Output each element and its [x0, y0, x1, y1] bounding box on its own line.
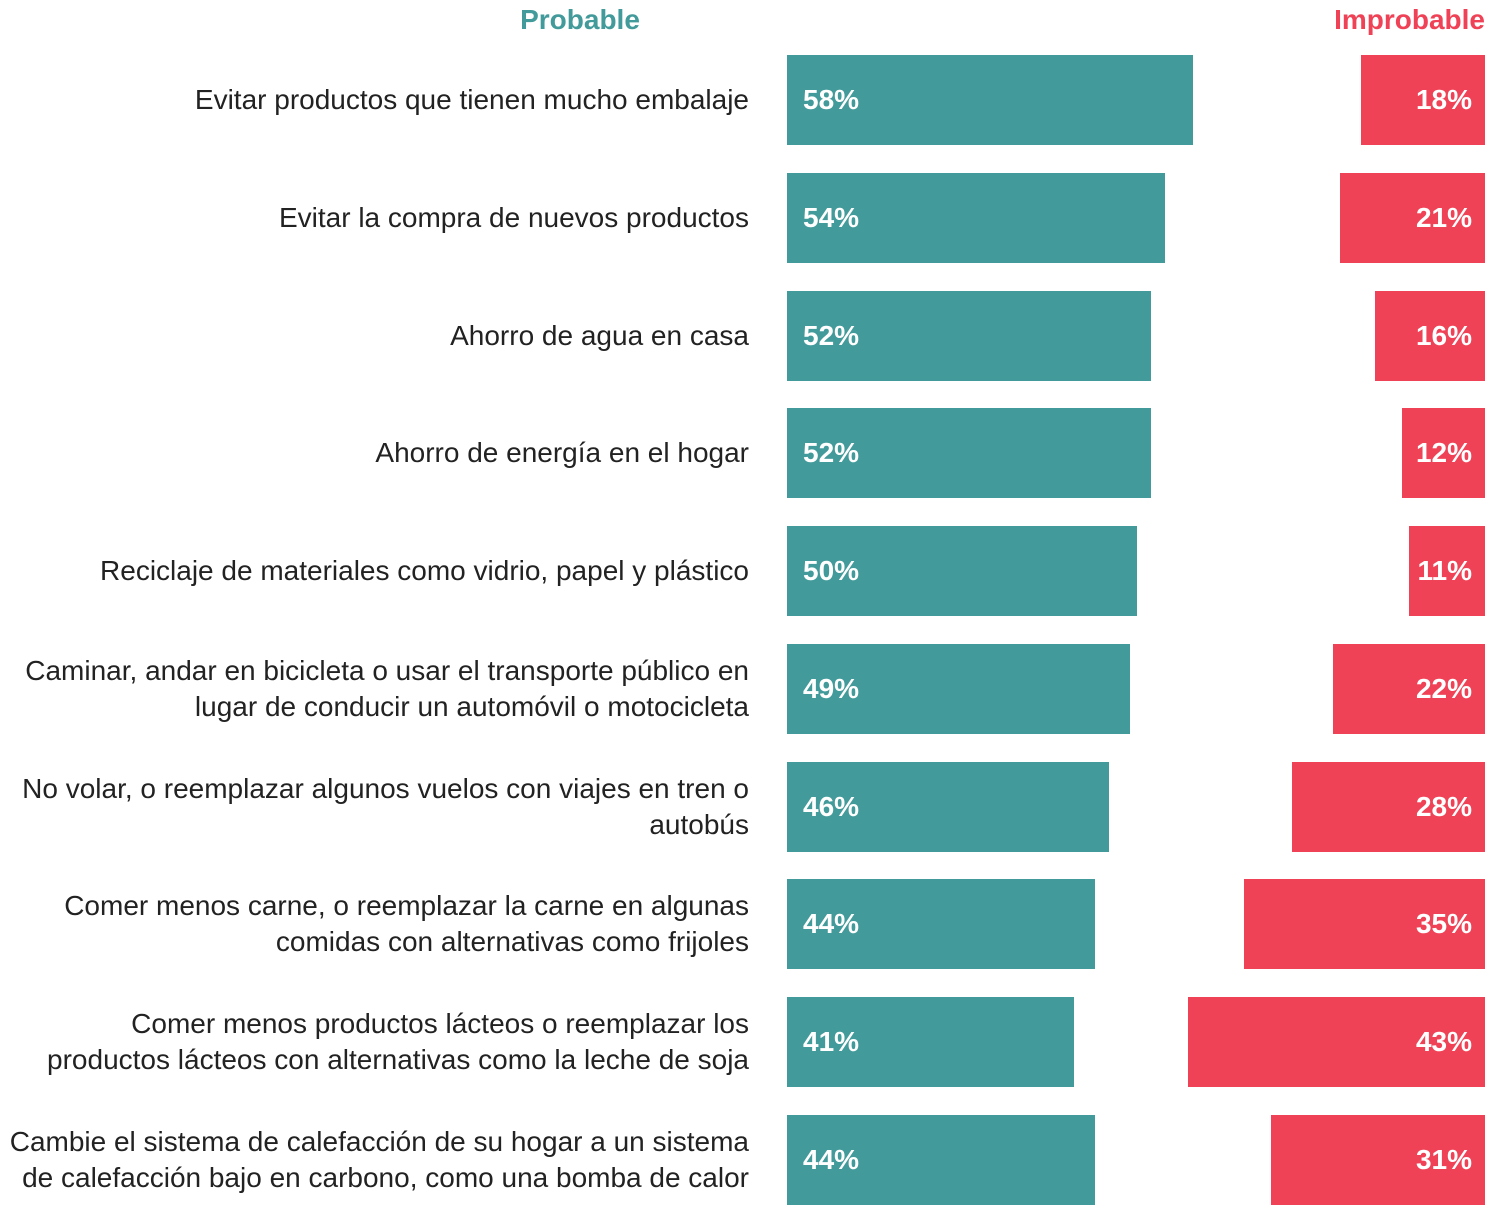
- value-label: 49%: [803, 672, 860, 704]
- value-label: 35%: [1415, 908, 1472, 940]
- bar: [1360, 55, 1485, 146]
- bar: [787, 996, 1074, 1087]
- series-header: Probable: [520, 4, 640, 35]
- bar: [1340, 173, 1485, 264]
- value-label: 11%: [1417, 555, 1473, 587]
- category-label: Caminar, andar en bicicleta o usar el tr…: [25, 654, 749, 722]
- value-label: 18%: [1415, 84, 1472, 116]
- value-label: 58%: [803, 84, 860, 116]
- value-label: 44%: [803, 908, 860, 940]
- category-label: Reciclaje de materiales como vidrio, pap…: [100, 555, 749, 587]
- category-label: Cambie el sistema de calefacción de su h…: [9, 1125, 749, 1193]
- bar: [787, 1114, 1095, 1205]
- value-label: 22%: [1415, 672, 1472, 704]
- category-label: Comer menos productos lácteos o reemplaz…: [47, 1007, 749, 1075]
- bar: [787, 643, 1130, 734]
- bar: [787, 879, 1095, 970]
- bar: [1374, 290, 1485, 381]
- value-label: 44%: [803, 1143, 860, 1175]
- series-header: Improbable: [1334, 4, 1485, 35]
- category-label: No volar, o reemplazar algunos vuelos co…: [22, 772, 749, 840]
- value-label: 54%: [803, 202, 860, 234]
- value-label: 50%: [803, 555, 860, 587]
- value-label: 52%: [803, 437, 860, 469]
- category-label: Evitar productos que tienen mucho embala…: [194, 84, 749, 116]
- bar: [787, 290, 1151, 381]
- bar: [787, 408, 1151, 499]
- category-label: Ahorro de energía en el hogar: [375, 437, 749, 469]
- bar: [787, 761, 1109, 852]
- value-label: 43%: [1415, 1025, 1472, 1057]
- category-label: Ahorro de agua en casa: [450, 319, 749, 351]
- bar: [787, 173, 1165, 264]
- bar: [1409, 526, 1485, 617]
- value-label: 16%: [1415, 319, 1472, 351]
- category-label: Evitar la compra de nuevos productos: [278, 202, 749, 234]
- bar: [1271, 1114, 1485, 1205]
- bar: [1291, 761, 1485, 852]
- value-label: 12%: [1415, 437, 1472, 469]
- bar: [1188, 996, 1485, 1087]
- bar: [1243, 879, 1485, 970]
- bar: [1402, 408, 1485, 499]
- value-label: 46%: [803, 790, 860, 822]
- value-label: 41%: [803, 1025, 860, 1057]
- value-label: 28%: [1415, 790, 1472, 822]
- bar: [1333, 643, 1485, 734]
- bar: [787, 55, 1193, 146]
- value-label: 21%: [1415, 202, 1472, 234]
- value-label: 52%: [803, 319, 860, 351]
- value-label: 31%: [1415, 1143, 1472, 1175]
- bar: [787, 526, 1137, 617]
- category-label: Comer menos carne, o reemplazar la carne…: [64, 890, 749, 958]
